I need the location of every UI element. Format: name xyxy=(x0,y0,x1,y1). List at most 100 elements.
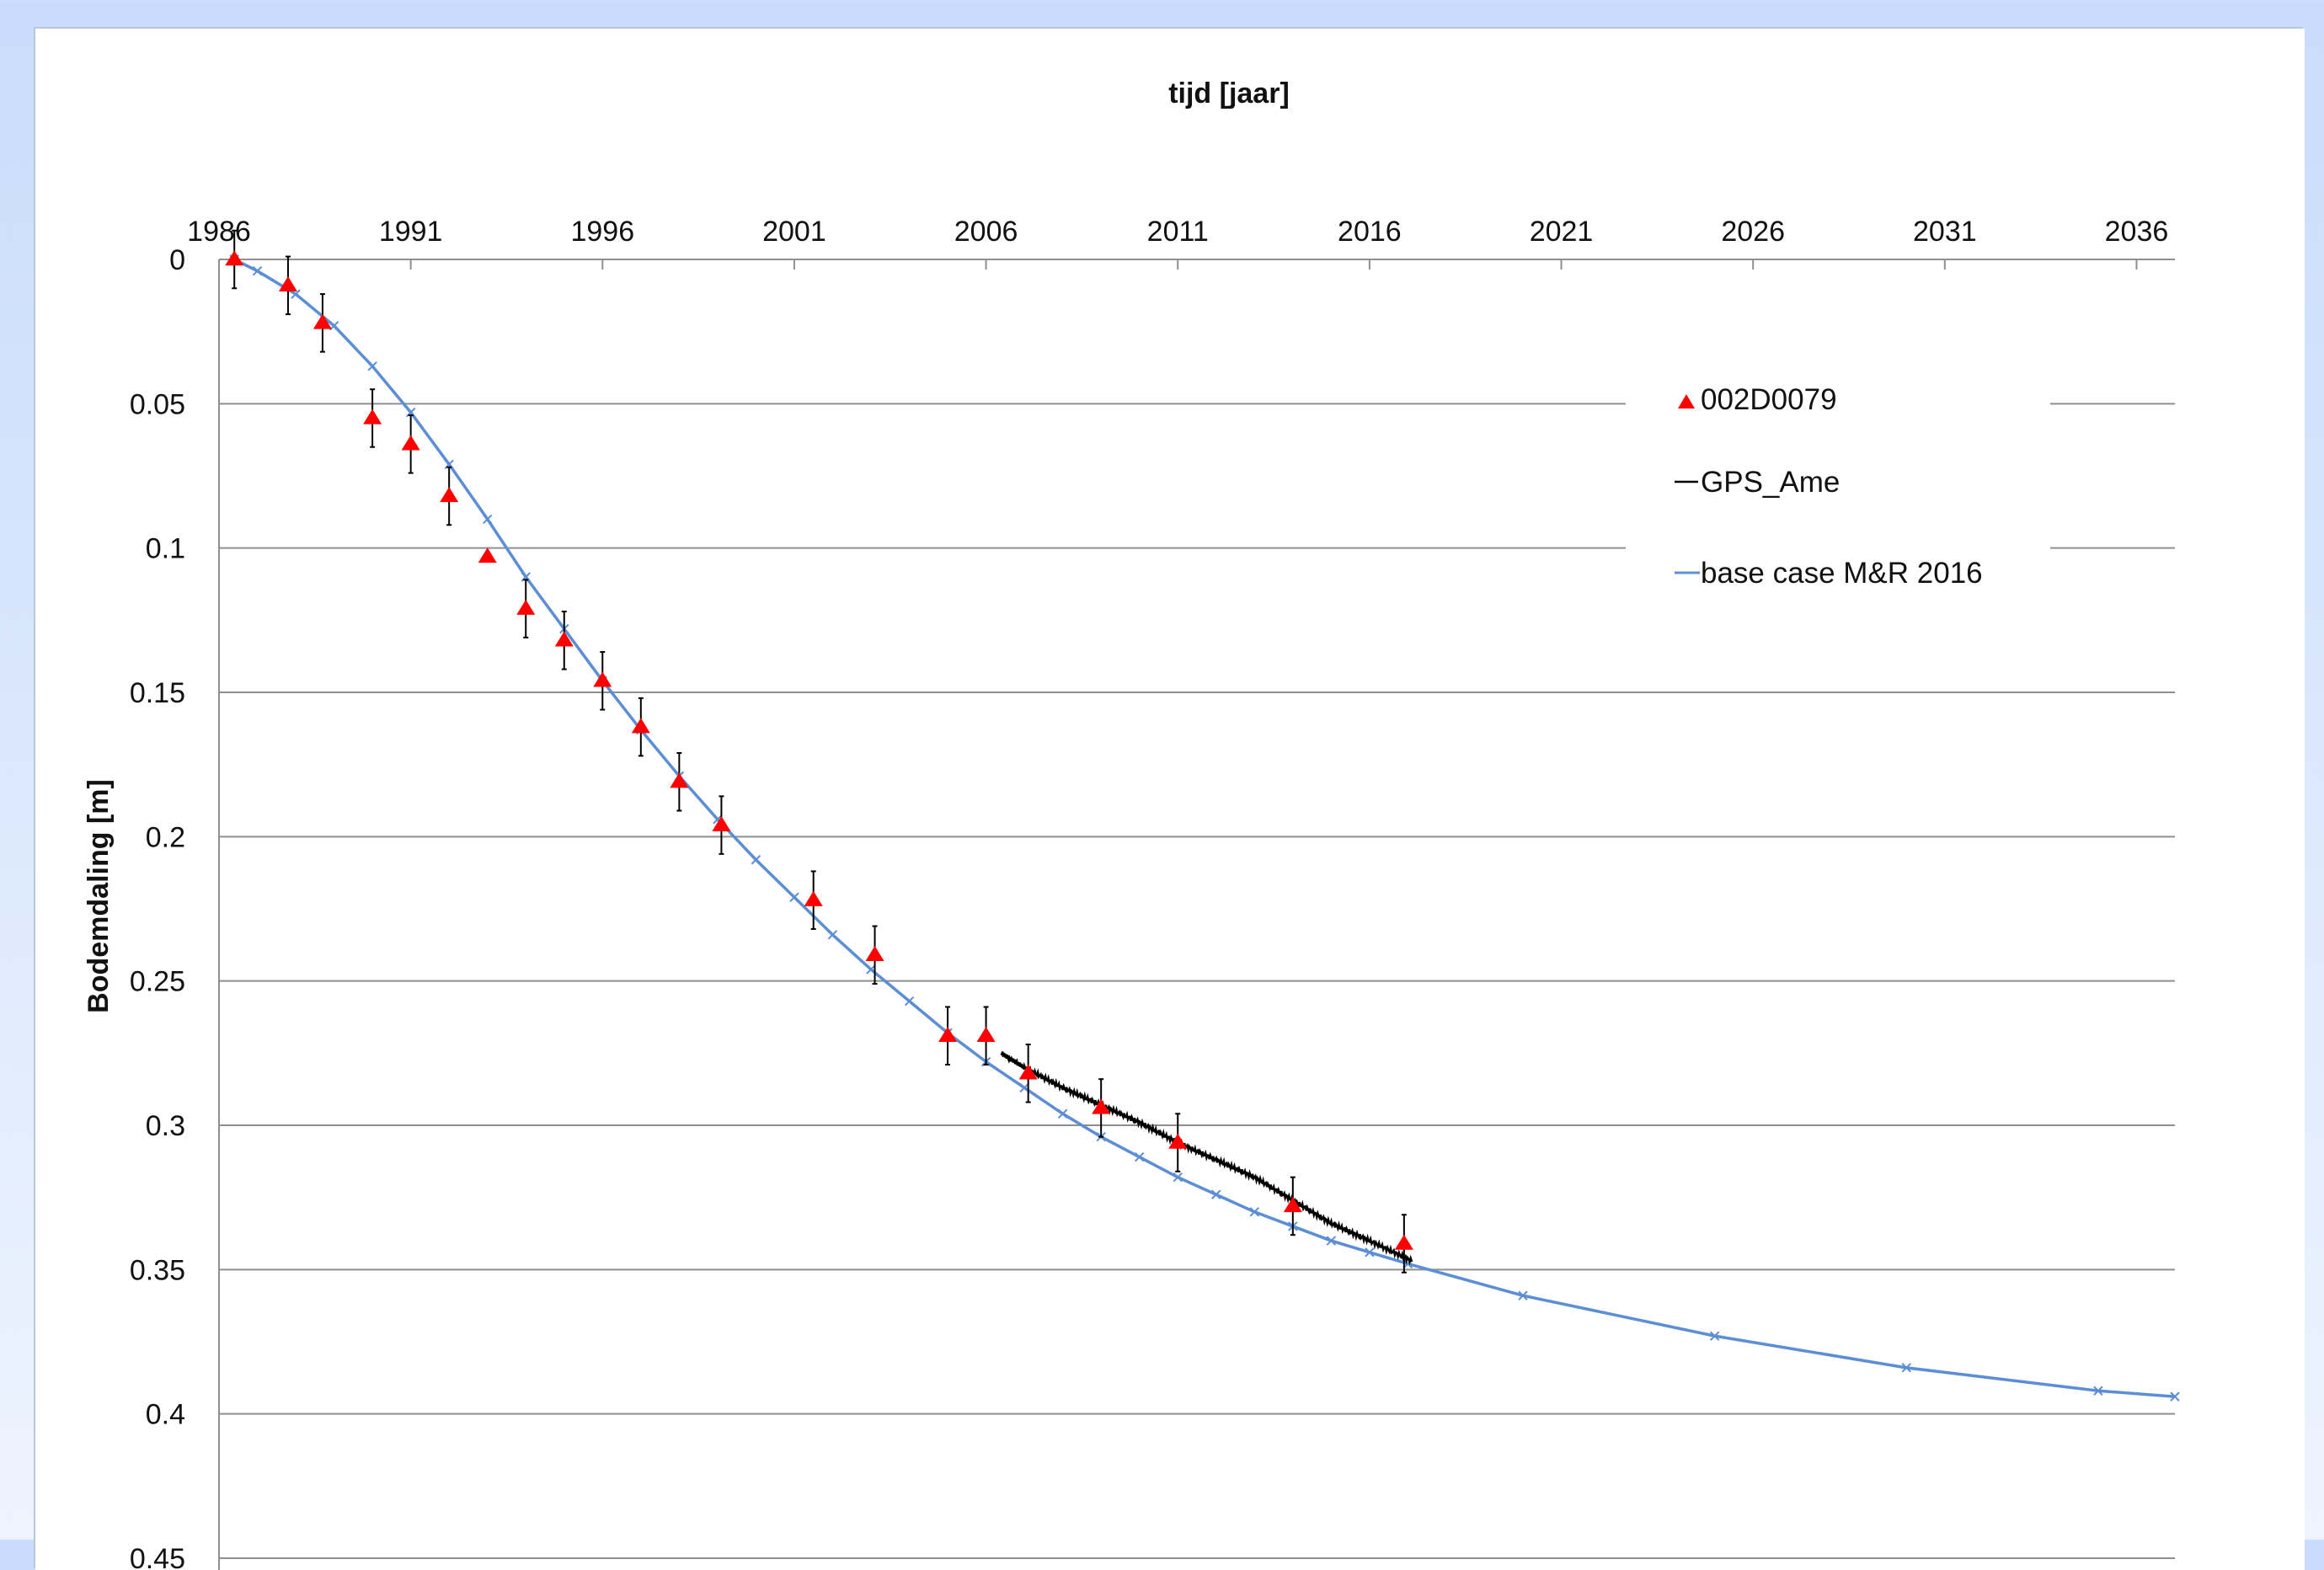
model-point-marker xyxy=(2170,1391,2180,1402)
marker-stroke xyxy=(1709,1331,1720,1341)
marker-stroke xyxy=(866,964,876,975)
data-point-triangle xyxy=(1283,1197,1302,1213)
data-point-triangle xyxy=(976,1026,996,1042)
model-point-marker xyxy=(1365,1247,1375,1258)
model-point-marker xyxy=(482,514,493,525)
marker-stroke xyxy=(1057,1108,1068,1119)
marker-stroke xyxy=(2170,1391,2180,1402)
x-tick-label: 2026 xyxy=(1721,216,1785,248)
y-tick-label: 0.05 xyxy=(130,388,185,420)
x-tick-label: 2011 xyxy=(1147,216,1209,248)
data-point-triangle xyxy=(938,1026,958,1042)
data-point-triangle xyxy=(554,631,574,647)
marker-stroke xyxy=(444,459,454,470)
y-tick-label: 0.25 xyxy=(130,966,185,998)
model-point-marker xyxy=(405,407,416,418)
legend-label-002d0079: 002D0079 xyxy=(1701,383,1837,416)
chart-svg: 0 0.05 0.1 0.15 0.2 0.25 0.3 0.35 0.4 0.45 1986 199… xyxy=(35,29,2305,1570)
legend-label-gps-ame: GPS_Ame xyxy=(1701,466,1840,499)
data-point-triangle xyxy=(363,409,382,425)
data-point-triangle xyxy=(712,815,731,831)
y-tick-label: 0.35 xyxy=(130,1254,185,1286)
data-point-triangle xyxy=(593,671,612,687)
model-point-marker xyxy=(904,996,915,1007)
x-tick-label: 1996 xyxy=(570,216,634,248)
marker-stroke xyxy=(521,572,531,582)
marker-stroke xyxy=(1019,1082,1029,1093)
data-point-triangle xyxy=(670,772,689,788)
marker-stroke xyxy=(482,514,493,525)
model-point-marker xyxy=(866,964,876,975)
model-point-marker xyxy=(252,265,263,276)
y-axis-title: Bodemdaling [m] xyxy=(83,779,115,1013)
marker-stroke xyxy=(1249,1207,1260,1217)
marker-stroke xyxy=(405,407,416,418)
marker-stroke xyxy=(252,265,263,276)
gps-ame-line xyxy=(1000,1051,1413,1266)
marker-stroke xyxy=(1173,1172,1183,1183)
data-point-triangle xyxy=(401,435,420,451)
model-point-marker xyxy=(1901,1363,1912,1373)
series-layer xyxy=(225,229,2180,1402)
data-point-triangle xyxy=(631,718,650,734)
marker-stroke xyxy=(1365,1247,1375,1258)
marker-stroke xyxy=(1326,1236,1337,1246)
legend-marker-triangle xyxy=(1678,394,1695,409)
marker-stroke xyxy=(904,996,915,1007)
model-point-marker xyxy=(1211,1189,1221,1199)
y-tick-label: 0.4 xyxy=(146,1399,185,1431)
marker-stroke xyxy=(1901,1363,1912,1373)
chart-frame: 0 0.05 0.1 0.15 0.2 0.25 0.3 0.35 0.4 0.45 1986 199… xyxy=(34,27,2305,1570)
model-point-marker xyxy=(444,459,454,470)
marker-stroke xyxy=(827,930,838,940)
x-tick-label: 2001 xyxy=(762,216,826,248)
model-point-marker xyxy=(1326,1236,1337,1246)
model-point-marker xyxy=(1518,1290,1528,1300)
data-point-triangle xyxy=(1168,1133,1188,1149)
model-point-marker xyxy=(789,892,799,903)
data-point-triangle xyxy=(440,487,459,503)
y-tick-label: 0.3 xyxy=(146,1110,185,1142)
x-tick-label: 2031 xyxy=(1913,216,1977,248)
legend: 002D0079 GPS_Ame base case M&R 2016 xyxy=(1626,362,2050,615)
y-tick-label: 0.15 xyxy=(130,677,185,709)
marker-stroke xyxy=(1518,1290,1528,1300)
x-axis-title: tijd [jaar] xyxy=(1168,77,1290,109)
data-point-triangle xyxy=(516,599,536,615)
data-point-triangle xyxy=(1018,1064,1038,1080)
data-point-triangle xyxy=(1092,1098,1111,1114)
data-point-triangle xyxy=(1394,1234,1413,1250)
marker-stroke xyxy=(1134,1151,1145,1162)
marker-stroke xyxy=(789,892,799,903)
marker-stroke xyxy=(2093,1386,2103,1396)
data-point-triangle xyxy=(313,313,332,329)
x-tick-label: 2036 xyxy=(2105,216,2169,248)
marker-stroke xyxy=(1211,1189,1221,1199)
model-point-marker xyxy=(367,361,377,371)
y-tick-label: 0 xyxy=(169,244,185,276)
model-point-marker xyxy=(827,930,838,940)
marker-stroke xyxy=(751,855,761,865)
model-point-marker xyxy=(521,572,531,582)
data-point-triangle xyxy=(478,547,497,563)
data-point-triangle xyxy=(865,946,884,962)
model-point-marker xyxy=(1057,1108,1068,1119)
x-tick-label: 2016 xyxy=(1338,216,1402,248)
model-point-marker xyxy=(2093,1386,2103,1396)
plot-background xyxy=(35,29,2305,1570)
model-point-marker xyxy=(1709,1331,1720,1341)
data-point-triangle xyxy=(804,890,823,906)
marker-stroke xyxy=(367,361,377,371)
model-point-marker xyxy=(1173,1172,1183,1183)
marker-stroke xyxy=(291,289,301,299)
data-point-triangle xyxy=(278,276,297,292)
x-tick-label: 1986 xyxy=(187,216,251,248)
y-tick-label: 0.45 xyxy=(130,1543,185,1570)
x-tick-label: 2021 xyxy=(1530,216,1594,248)
data-point-triangle xyxy=(225,250,244,266)
y-tick-label: 0.1 xyxy=(146,533,185,565)
x-tick-label: 1991 xyxy=(379,216,443,248)
model-point-marker xyxy=(1019,1082,1029,1093)
x-tick-label: 2006 xyxy=(954,216,1018,248)
model-point-marker xyxy=(1249,1207,1260,1217)
